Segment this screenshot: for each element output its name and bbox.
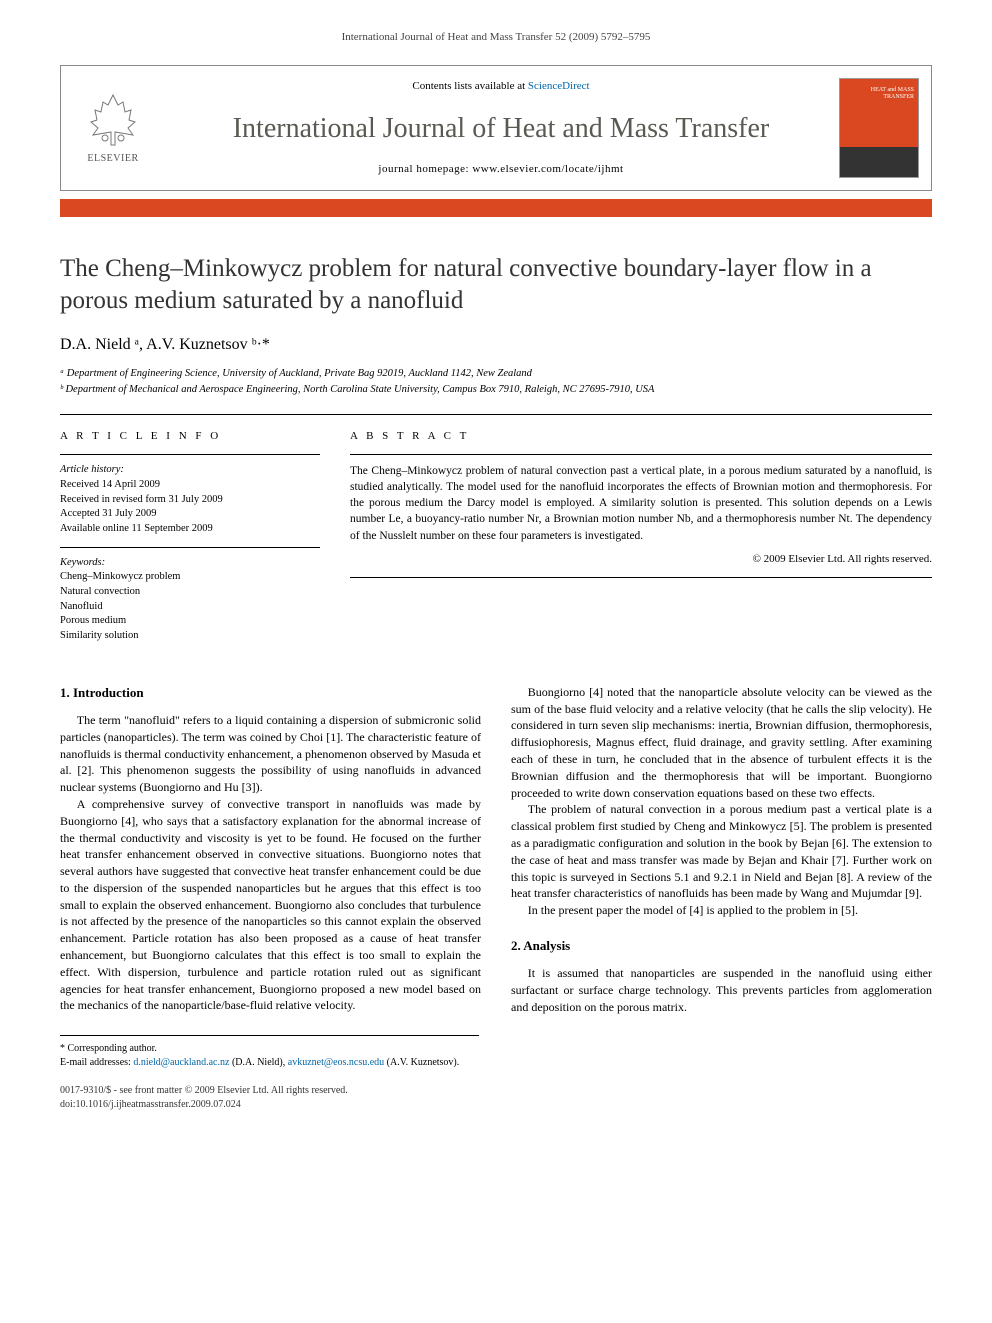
- info-abstract-row: A R T I C L E I N F O Article history: R…: [60, 414, 932, 644]
- paragraph: Buongiorno [4] noted that the nanopartic…: [511, 684, 932, 802]
- elsevier-tree-icon: [83, 90, 143, 150]
- history-label: Article history:: [60, 463, 320, 478]
- issn-line: 0017-9310/$ - see front matter © 2009 El…: [60, 1084, 932, 1098]
- paragraph: In the present paper the model of [4] is…: [511, 902, 932, 919]
- article-info: A R T I C L E I N F O Article history: R…: [60, 429, 320, 644]
- journal-cover-thumb: HEAT and MASS TRANSFER: [839, 78, 919, 178]
- email-label: E-mail addresses:: [60, 1057, 133, 1068]
- section-heading-intro: 1. Introduction: [60, 684, 481, 702]
- email-link[interactable]: avkuznet@eos.ncsu.edu: [288, 1057, 384, 1068]
- email-who: (D.A. Nield),: [229, 1057, 287, 1068]
- thumb-label: HEAT and MASS TRANSFER: [840, 87, 914, 100]
- article-info-heading: A R T I C L E I N F O: [60, 429, 320, 444]
- history-row: Received 14 April 2009: [60, 478, 320, 493]
- keywords-label: Keywords:: [60, 556, 320, 571]
- keyword: Nanofluid: [60, 600, 320, 615]
- running-header: International Journal of Heat and Mass T…: [60, 30, 932, 45]
- email-addresses: E-mail addresses: d.nield@auckland.ac.nz…: [60, 1056, 479, 1070]
- keyword: Porous medium: [60, 614, 320, 629]
- abstract-text: The Cheng–Minkowycz problem of natural c…: [350, 454, 932, 543]
- corresponding-author: * Corresponding author.: [60, 1042, 479, 1056]
- history-row: Available online 11 September 2009: [60, 522, 320, 537]
- paragraph: A comprehensive survey of convective tra…: [60, 796, 481, 1014]
- keyword: Cheng–Minkowycz problem: [60, 570, 320, 585]
- history-row: Accepted 31 July 2009: [60, 507, 320, 522]
- publisher-name: ELSEVIER: [87, 152, 138, 166]
- email-link[interactable]: d.nield@auckland.ac.nz: [133, 1057, 229, 1068]
- accent-bar: [60, 199, 932, 217]
- publisher-logo: ELSEVIER: [73, 90, 153, 166]
- bottom-meta: 0017-9310/$ - see front matter © 2009 El…: [60, 1084, 932, 1112]
- sciencedirect-link[interactable]: ScienceDirect: [528, 80, 590, 92]
- body-columns: 1. Introduction The term "nanofluid" ref…: [60, 684, 932, 1016]
- abstract: A B S T R A C T The Cheng–Minkowycz prob…: [350, 429, 932, 644]
- paper-title: The Cheng–Minkowycz problem for natural …: [60, 253, 932, 316]
- copyright: © 2009 Elsevier Ltd. All rights reserved…: [350, 544, 932, 578]
- doi-line: doi:10.1016/j.ijheatmasstransfer.2009.07…: [60, 1098, 932, 1112]
- journal-center: Contents lists available at ScienceDirec…: [163, 79, 839, 177]
- footnotes: * Corresponding author. E-mail addresses…: [60, 1035, 479, 1070]
- journal-banner: ELSEVIER Contents lists available at Sci…: [60, 65, 932, 191]
- paragraph: The problem of natural convection in a p…: [511, 801, 932, 902]
- affiliation-b: ᵇ Department of Mechanical and Aerospace…: [60, 382, 932, 398]
- keyword: Natural convection: [60, 585, 320, 600]
- paragraph: The term "nanofluid" refers to a liquid …: [60, 712, 481, 796]
- section-heading-analysis: 2. Analysis: [511, 937, 932, 955]
- email-who: (A.V. Kuznetsov).: [384, 1057, 459, 1068]
- affiliation-a: ᵃ Department of Engineering Science, Uni…: [60, 366, 932, 382]
- thumb-bottom: [840, 147, 918, 177]
- abstract-heading: A B S T R A C T: [350, 429, 932, 444]
- journal-homepage: journal homepage: www.elsevier.com/locat…: [163, 162, 839, 177]
- homepage-label: journal homepage:: [378, 163, 472, 175]
- paragraph: It is assumed that nanoparticles are sus…: [511, 965, 932, 1015]
- keyword: Similarity solution: [60, 629, 320, 644]
- history-row: Received in revised form 31 July 2009: [60, 493, 320, 508]
- contents-prefix: Contents lists available at: [412, 80, 527, 92]
- contents-line: Contents lists available at ScienceDirec…: [163, 79, 839, 94]
- journal-title: International Journal of Heat and Mass T…: [163, 109, 839, 148]
- authors: D.A. Nield ᵃ, A.V. Kuznetsov ᵇ·*: [60, 334, 932, 356]
- affiliations: ᵃ Department of Engineering Science, Uni…: [60, 366, 932, 398]
- homepage-url[interactable]: www.elsevier.com/locate/ijhmt: [472, 163, 623, 175]
